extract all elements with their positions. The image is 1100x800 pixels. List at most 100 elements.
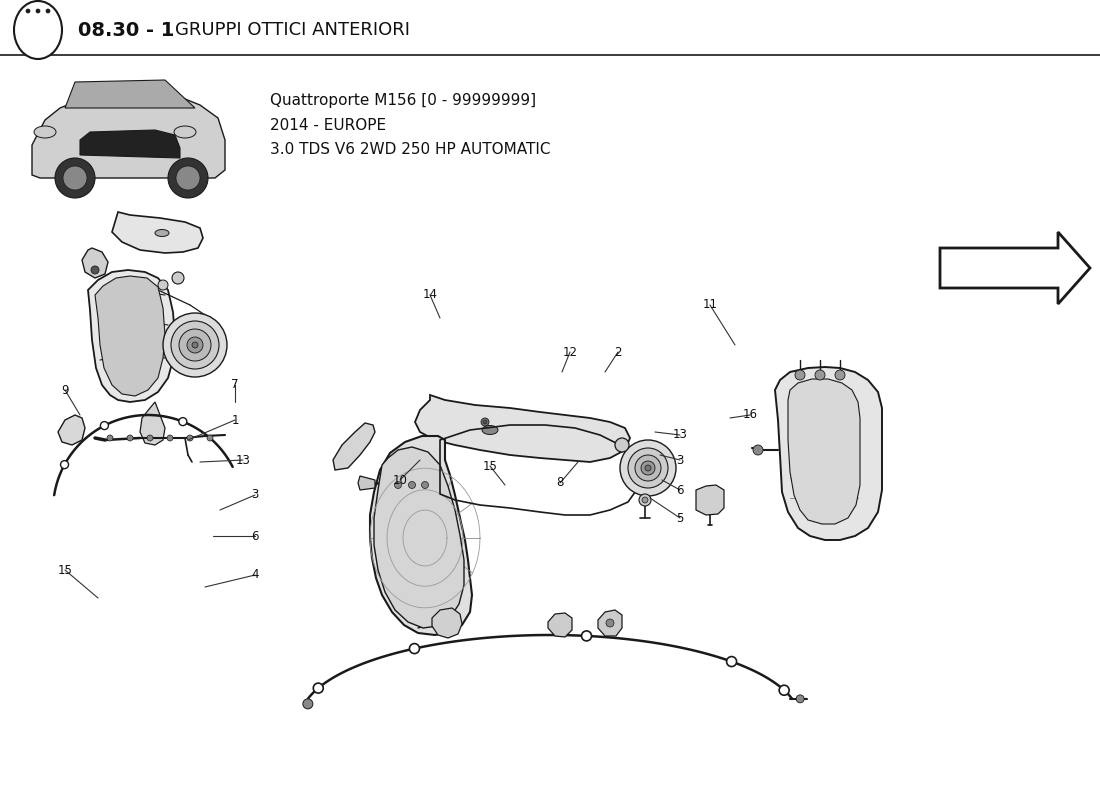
- Circle shape: [796, 695, 804, 703]
- Text: 15: 15: [57, 563, 73, 577]
- Circle shape: [168, 158, 208, 198]
- Circle shape: [408, 482, 416, 489]
- Circle shape: [107, 435, 113, 441]
- Text: 9: 9: [62, 383, 68, 397]
- Circle shape: [163, 313, 227, 377]
- Polygon shape: [415, 395, 630, 462]
- Circle shape: [483, 420, 487, 424]
- Circle shape: [421, 482, 429, 489]
- Circle shape: [395, 482, 402, 489]
- Circle shape: [481, 418, 490, 426]
- Circle shape: [754, 445, 763, 455]
- Polygon shape: [88, 270, 175, 402]
- Text: 8: 8: [557, 477, 563, 490]
- Text: 5: 5: [676, 511, 684, 525]
- Polygon shape: [432, 608, 462, 638]
- Circle shape: [795, 370, 805, 380]
- Circle shape: [126, 435, 133, 441]
- Circle shape: [727, 657, 737, 666]
- Polygon shape: [65, 80, 195, 108]
- Circle shape: [187, 337, 204, 353]
- Circle shape: [641, 461, 654, 475]
- Ellipse shape: [174, 126, 196, 138]
- Text: 6: 6: [676, 483, 684, 497]
- Circle shape: [26, 9, 30, 13]
- Text: 6: 6: [251, 530, 258, 542]
- Circle shape: [835, 370, 845, 380]
- Circle shape: [635, 455, 661, 481]
- Text: 14: 14: [422, 289, 438, 302]
- Ellipse shape: [155, 230, 169, 237]
- Polygon shape: [776, 367, 882, 540]
- Text: 7: 7: [231, 378, 239, 391]
- Polygon shape: [95, 276, 165, 396]
- Circle shape: [815, 370, 825, 380]
- Circle shape: [46, 9, 50, 13]
- Circle shape: [63, 166, 87, 190]
- Circle shape: [147, 435, 153, 441]
- Polygon shape: [58, 415, 85, 445]
- Text: 12: 12: [562, 346, 578, 358]
- Ellipse shape: [34, 126, 56, 138]
- Polygon shape: [598, 610, 622, 636]
- Circle shape: [628, 448, 668, 488]
- Text: 2: 2: [614, 346, 622, 358]
- Text: 15: 15: [483, 459, 497, 473]
- Circle shape: [179, 329, 211, 361]
- Circle shape: [55, 158, 95, 198]
- Text: 13: 13: [235, 454, 251, 466]
- Text: 3: 3: [676, 454, 684, 466]
- Polygon shape: [374, 447, 464, 628]
- Polygon shape: [370, 436, 472, 635]
- Text: 13: 13: [672, 429, 688, 442]
- Circle shape: [409, 643, 419, 654]
- Ellipse shape: [14, 1, 62, 59]
- Circle shape: [620, 440, 676, 496]
- Text: 3.0 TDS V6 2WD 250 HP AUTOMATIC: 3.0 TDS V6 2WD 250 HP AUTOMATIC: [270, 142, 550, 158]
- Circle shape: [36, 9, 40, 13]
- Polygon shape: [112, 212, 204, 253]
- Text: 1: 1: [231, 414, 239, 426]
- Polygon shape: [358, 476, 375, 490]
- Circle shape: [100, 422, 109, 430]
- Circle shape: [91, 266, 99, 274]
- Polygon shape: [80, 130, 180, 158]
- Ellipse shape: [482, 426, 498, 434]
- Polygon shape: [140, 402, 165, 445]
- Text: 11: 11: [703, 298, 717, 311]
- Text: 4: 4: [251, 569, 258, 582]
- Circle shape: [176, 166, 200, 190]
- Circle shape: [582, 631, 592, 641]
- Text: 08.30 - 1: 08.30 - 1: [78, 21, 175, 39]
- Circle shape: [302, 699, 312, 709]
- Circle shape: [642, 497, 648, 503]
- Circle shape: [639, 494, 651, 506]
- Text: 3: 3: [251, 489, 258, 502]
- Polygon shape: [333, 423, 375, 470]
- Circle shape: [187, 435, 192, 441]
- Text: GRUPPI OTTICI ANTERIORI: GRUPPI OTTICI ANTERIORI: [175, 21, 410, 39]
- Circle shape: [207, 435, 213, 441]
- Polygon shape: [548, 613, 572, 637]
- Text: 10: 10: [393, 474, 407, 486]
- Text: Quattroporte M156 [0 - 99999999]: Quattroporte M156 [0 - 99999999]: [270, 93, 536, 107]
- Polygon shape: [32, 93, 226, 178]
- Circle shape: [645, 465, 651, 471]
- Circle shape: [314, 683, 323, 693]
- Circle shape: [172, 272, 184, 284]
- Polygon shape: [788, 379, 860, 524]
- Circle shape: [60, 461, 68, 469]
- Circle shape: [779, 686, 789, 695]
- Text: 2014 - EUROPE: 2014 - EUROPE: [270, 118, 386, 133]
- Circle shape: [615, 438, 629, 452]
- Circle shape: [192, 342, 198, 348]
- Polygon shape: [82, 248, 108, 278]
- Circle shape: [179, 418, 187, 426]
- Polygon shape: [940, 232, 1090, 304]
- Polygon shape: [696, 485, 724, 515]
- Text: 16: 16: [742, 409, 758, 422]
- Circle shape: [158, 280, 168, 290]
- Circle shape: [170, 321, 219, 369]
- Circle shape: [606, 619, 614, 627]
- Circle shape: [167, 435, 173, 441]
